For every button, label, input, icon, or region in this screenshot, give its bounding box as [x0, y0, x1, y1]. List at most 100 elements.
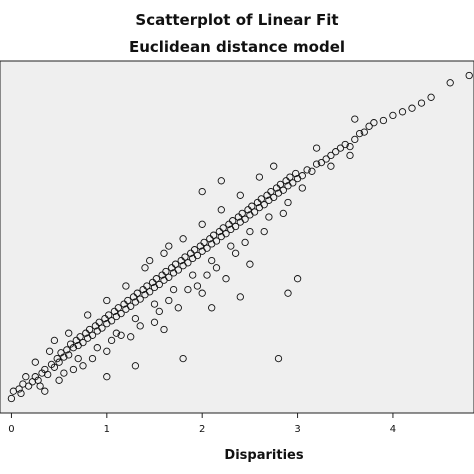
x-tick-label: 0 [8, 424, 14, 435]
chart-subtitle: Euclidean distance model [129, 38, 345, 56]
data-point [267, 187, 275, 196]
data-point [336, 144, 345, 152]
data-point [289, 179, 297, 187]
data-point [303, 166, 311, 174]
data-point [417, 99, 426, 107]
data-point [227, 242, 235, 250]
data-point [105, 311, 113, 319]
data-point [203, 271, 211, 279]
data-point [88, 354, 97, 363]
data-point [270, 162, 278, 170]
data-point [193, 251, 202, 260]
data-point [279, 186, 287, 194]
data-point [17, 389, 25, 398]
data-point [112, 329, 121, 337]
data-point [79, 362, 87, 370]
data-point [24, 382, 33, 390]
data-point [346, 151, 354, 160]
data-point [193, 282, 202, 290]
data-point [276, 180, 285, 189]
data-point [212, 264, 221, 272]
data-point [200, 238, 208, 247]
data-point [136, 322, 144, 330]
data-point [162, 267, 170, 276]
data-point [312, 160, 321, 168]
data-point [332, 148, 340, 156]
data-point [365, 122, 373, 130]
data-point [150, 300, 159, 308]
data-point [298, 172, 306, 180]
plot-area [0, 60, 474, 414]
x-tick-label: 2 [199, 424, 205, 435]
data-point [103, 373, 111, 381]
data-point [317, 158, 326, 167]
data-point [351, 135, 359, 144]
data-point [74, 354, 82, 363]
data-point [165, 242, 173, 250]
x-axis-label: Disparities [224, 448, 303, 463]
data-point [107, 336, 116, 345]
data-point [143, 282, 151, 290]
data-point [351, 115, 359, 123]
x-axis-ticks: 0 1 2 3 4 [8, 413, 396, 435]
data-point [127, 333, 135, 341]
data-point [114, 304, 122, 312]
data-point [184, 259, 192, 267]
data-point [152, 275, 161, 283]
data-point [229, 217, 237, 225]
data-point [179, 354, 187, 363]
data-point [355, 129, 364, 138]
data-point [246, 227, 254, 236]
data-point [196, 242, 204, 250]
data-point [155, 307, 163, 316]
data-point [179, 235, 187, 243]
data-point [103, 296, 111, 305]
data-point [189, 271, 197, 279]
data-point [146, 288, 154, 296]
data-point [190, 246, 199, 254]
data-point [169, 285, 178, 294]
x-tick-label: 3 [294, 424, 300, 435]
data-point [131, 362, 140, 370]
data-point [60, 369, 68, 377]
data-point [341, 140, 349, 149]
data-point [263, 191, 271, 199]
points-group [7, 71, 473, 403]
data-point [284, 198, 292, 207]
data-point [85, 325, 94, 334]
data-point [50, 363, 59, 371]
data-point [98, 324, 106, 332]
data-point [141, 264, 149, 272]
data-point [298, 184, 306, 192]
data-point [69, 365, 78, 374]
data-point [346, 142, 354, 151]
data-point [82, 329, 90, 337]
data-point [312, 144, 321, 152]
data-point [171, 260, 180, 268]
data-point [379, 116, 388, 125]
data-point [117, 331, 125, 339]
data-point [222, 275, 230, 283]
data-point [217, 206, 225, 214]
data-point [212, 237, 221, 245]
data-point [79, 338, 87, 347]
data-point [44, 370, 52, 379]
data-point [260, 227, 268, 236]
data-point [110, 307, 119, 316]
data-point [69, 344, 78, 352]
data-point [122, 282, 130, 290]
data-point [208, 256, 216, 265]
data-point [95, 318, 103, 326]
data-point [60, 353, 68, 361]
data-point [165, 296, 173, 305]
data-point [284, 289, 292, 297]
data-point [248, 202, 256, 210]
data-point [408, 104, 416, 112]
data-point [45, 347, 54, 355]
data-point [217, 177, 225, 185]
data-point [293, 275, 302, 283]
data-point [292, 169, 300, 178]
data-point [198, 220, 206, 228]
data-point [55, 358, 63, 366]
data-point [360, 128, 368, 136]
